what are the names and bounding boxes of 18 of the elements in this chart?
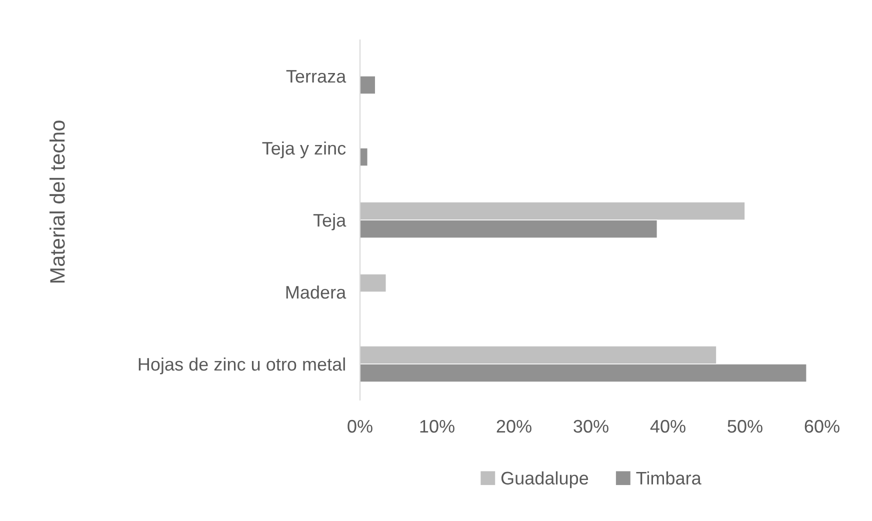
x-tick-label: 60% xyxy=(804,420,840,433)
y-axis-title: Material del techo xyxy=(50,120,65,283)
y-tick-label: Terraza xyxy=(286,70,346,83)
x-tick-label: 30% xyxy=(574,420,608,433)
x-tick-label: 40% xyxy=(650,420,686,433)
x-tick-label: 20% xyxy=(496,420,532,433)
y-tick-label: Hojas de zinc u otro metal xyxy=(138,357,345,374)
x-tick-label: 10% xyxy=(420,420,454,433)
y-tick-label: Teja xyxy=(313,213,346,230)
x-tick-label: 0% xyxy=(348,420,372,433)
y-tick-label: Madera xyxy=(286,285,346,299)
legend-label: Timbara xyxy=(636,471,702,485)
x-tick-label: 50% xyxy=(728,420,762,433)
legend-label: Guadalupe xyxy=(501,471,588,488)
bar xyxy=(360,76,376,94)
y-tick-label: Teja y zinc xyxy=(262,141,346,158)
bar xyxy=(360,148,368,166)
bar xyxy=(360,274,387,292)
